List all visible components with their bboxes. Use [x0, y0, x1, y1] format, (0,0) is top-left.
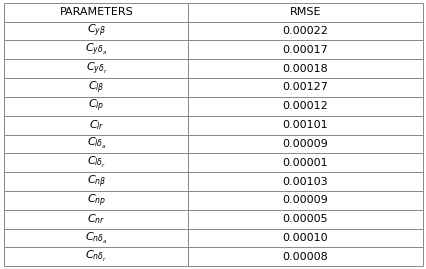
Text: 0.00022: 0.00022 — [282, 26, 328, 36]
Text: $C_{n\delta_r}$: $C_{n\delta_r}$ — [85, 249, 107, 264]
Text: 0.00009: 0.00009 — [282, 195, 328, 206]
Text: 0.00010: 0.00010 — [282, 233, 328, 243]
Text: $C_{l\delta_r}$: $C_{l\delta_r}$ — [86, 155, 106, 170]
Text: $C_{lr}$: $C_{lr}$ — [88, 118, 104, 132]
Text: 0.00101: 0.00101 — [282, 120, 328, 130]
Text: $C_{n\beta}$: $C_{n\beta}$ — [86, 174, 106, 190]
Text: $C_{l\delta_a}$: $C_{l\delta_a}$ — [86, 136, 106, 151]
Text: 0.00127: 0.00127 — [282, 82, 328, 93]
Text: $C_{l\beta}$: $C_{l\beta}$ — [88, 79, 104, 95]
Text: 0.00017: 0.00017 — [282, 45, 328, 55]
Text: $C_{lp}$: $C_{lp}$ — [88, 98, 104, 114]
Text: 0.00008: 0.00008 — [282, 252, 328, 262]
Text: 0.00018: 0.00018 — [282, 63, 328, 74]
Text: $C_{y\delta_a}$: $C_{y\delta_a}$ — [85, 42, 107, 58]
Text: $C_{np}$: $C_{np}$ — [86, 192, 106, 208]
Text: 0.00005: 0.00005 — [282, 214, 328, 224]
Text: $C_{y\beta}$: $C_{y\beta}$ — [86, 23, 106, 39]
Text: 0.00009: 0.00009 — [282, 139, 328, 149]
Text: PARAMETERS: PARAMETERS — [59, 7, 133, 17]
Text: 0.00001: 0.00001 — [282, 158, 328, 168]
Text: $C_{y\delta_r}$: $C_{y\delta_r}$ — [85, 61, 107, 77]
Text: 0.00103: 0.00103 — [282, 176, 328, 187]
Text: $C_{nr}$: $C_{nr}$ — [87, 212, 105, 226]
Text: 0.00012: 0.00012 — [282, 101, 328, 111]
Text: RMSE: RMSE — [289, 7, 320, 17]
Text: $C_{n\delta_a}$: $C_{n\delta_a}$ — [85, 231, 107, 246]
